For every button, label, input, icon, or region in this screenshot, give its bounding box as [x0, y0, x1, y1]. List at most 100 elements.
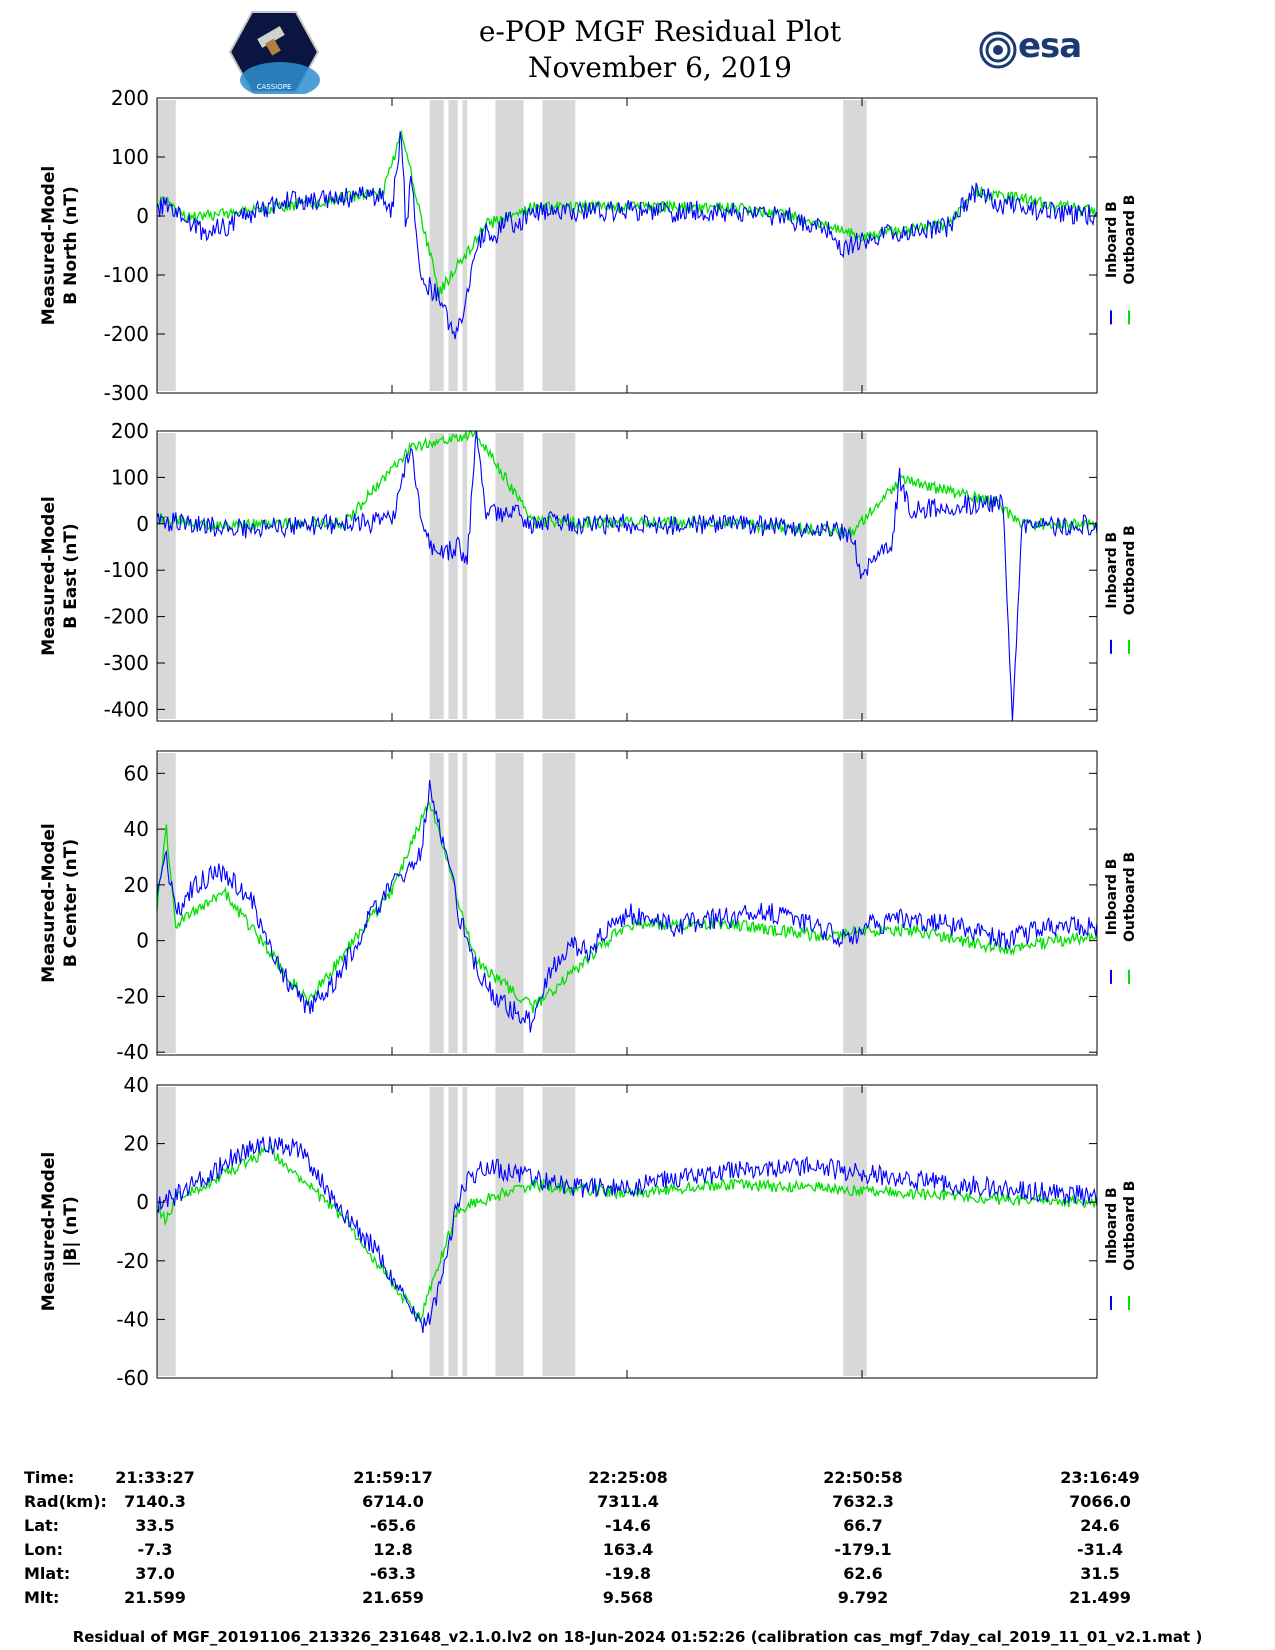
orbit-value: 21:59:17 [353, 1468, 433, 1487]
orbit-value: 33.5 [135, 1516, 175, 1535]
orbit-value: 24.6 [1080, 1516, 1120, 1535]
orbit-value: 9.568 [602, 1588, 654, 1607]
y-tick-label: 60 [124, 761, 149, 785]
y-tick-label: 20 [124, 1132, 149, 1156]
gap-shading-1 [429, 1087, 444, 1376]
orbit-row-label: Lat: [24, 1516, 60, 1535]
orbit-row: Rad(km): 7140.3 6714.0 7311.4 7632.3 7066.0 [0, 1492, 1275, 1514]
orbit-value: 12.8 [373, 1540, 413, 1559]
y-tick-label: 100 [111, 145, 149, 169]
gap-shading-3 [462, 753, 468, 1053]
mission-logo-text: CASSIOPE [257, 83, 292, 91]
y-tick-label: -100 [104, 558, 149, 582]
y-tick-label: -20 [116, 1249, 149, 1273]
gap-shading-6 [843, 1087, 867, 1376]
orbit-value: -65.6 [369, 1516, 417, 1535]
plot-frame [156, 97, 1098, 394]
y-axis-label: B Center (nT) [61, 839, 81, 967]
orbit-value: 7066.0 [1069, 1492, 1131, 1511]
orbit-value: 31.5 [1080, 1564, 1120, 1583]
y-tick-label: 0 [136, 929, 149, 953]
legend-label: Inboard B [1104, 1187, 1120, 1264]
legend-label: Inboard B [1104, 859, 1120, 936]
gap-shading-4 [495, 433, 524, 719]
orbit-row: Mlat: 37.0 -63.3 -19.8 62.6 31.5 [0, 1564, 1275, 1586]
orbit-row: Time: 21:33:27 21:59:17 22:25:08 22:50:58 23:… [0, 1468, 1275, 1490]
orbit-row-label: Mlat: [24, 1564, 71, 1583]
panel-1: 200 100 0 -100 -200 -300 Measured-Model B North… [39, 86, 1138, 405]
y-tick-label: -200 [104, 322, 149, 346]
gap-shading-1 [429, 433, 444, 719]
y-tick-label: 0 [136, 512, 149, 536]
outboard-b-trace-4 [156, 1143, 1098, 1323]
esa-logo-mark [979, 31, 1017, 69]
title-line-1: e-POP MGF Residual Plot [478, 15, 842, 48]
legend-label: Inboard B [1104, 532, 1120, 609]
orbit-value: -19.8 [604, 1564, 652, 1583]
outboard-b-trace-2 [156, 429, 1098, 540]
gap-shading-3 [462, 433, 468, 719]
gap-shading-2 [448, 433, 458, 719]
y-tick-label: 40 [124, 1073, 149, 1097]
y-tick-label: 40 [124, 817, 149, 841]
gap-shading-6 [843, 433, 867, 719]
legend-label: Outboard B [1122, 1181, 1138, 1271]
plot-frame [156, 750, 1098, 1056]
inboard-b-trace-2 [156, 430, 1098, 722]
gap-shading-5 [542, 433, 576, 719]
y-tick-label: 100 [111, 465, 149, 489]
orbit-row: Lat: 33.5 -65.6 -14.6 66.7 24.6 [0, 1516, 1275, 1538]
orbit-row-label: Lon: [24, 1540, 63, 1559]
orbit-value: -31.4 [1076, 1540, 1124, 1559]
gap-shading-6 [843, 100, 867, 391]
y-axis-label: Measured-Model [39, 166, 59, 325]
y-axis-label: |B| (nT) [61, 1196, 81, 1267]
gap-shading-3 [462, 100, 468, 391]
inboard-b-trace-3 [156, 780, 1098, 1033]
legend-label: Outboard B [1122, 525, 1138, 615]
y-tick-label: -300 [104, 381, 149, 405]
gap-shading-5 [542, 1087, 576, 1376]
plot-title: e-POP MGF Residual Plot November 6, 2019 [0, 14, 1275, 86]
esa-logo: esa [978, 26, 1082, 74]
gap-shading-4 [495, 100, 524, 391]
y-tick-label: 200 [111, 419, 149, 443]
inboard-b-trace-1 [156, 131, 1098, 340]
orbit-row: Mlt: 21.599 21.659 9.568 9.792 21.499 [0, 1588, 1275, 1610]
orbit-value: 7311.4 [597, 1492, 659, 1511]
y-axis-label: Measured-Model [39, 1152, 59, 1311]
y-axis-label: B North (nT) [61, 186, 81, 305]
legend-label: Inboard B [1104, 201, 1120, 278]
orbit-row-label: Time: [24, 1468, 75, 1487]
cassiope-mission-logo: CASSIOPE [228, 10, 320, 98]
y-tick-label: -40 [116, 1040, 149, 1064]
plot-frame [156, 430, 1098, 722]
gap-shading-2 [448, 100, 458, 391]
y-tick-label: -400 [104, 697, 149, 721]
gap-shading-4 [495, 1087, 524, 1376]
y-tick-label: -300 [104, 651, 149, 675]
legend-label: Outboard B [1122, 195, 1138, 285]
y-tick-label: 0 [136, 204, 149, 228]
panel-2: 200 100 0 -100 -200 -300 -400 Measured-Model B E… [39, 419, 1138, 722]
orbit-value: 66.7 [843, 1516, 883, 1535]
legend-label: Outboard B [1122, 852, 1138, 942]
gap-shading-0 [157, 433, 176, 719]
outboard-b-trace-3 [156, 800, 1098, 1014]
title-line-2: November 6, 2019 [528, 51, 792, 84]
gap-shading-0 [157, 753, 176, 1053]
orbit-value: 23:16:49 [1060, 1468, 1140, 1487]
footer-caption: Residual of MGF_20191106_213326_231648_v… [72, 1628, 1203, 1646]
gap-shading-5 [542, 753, 576, 1053]
esa-logo-text: esa [1018, 26, 1082, 66]
orbit-value: 7632.3 [832, 1492, 894, 1511]
y-tick-label: 0 [136, 1190, 149, 1214]
orbit-value: -63.3 [369, 1564, 417, 1583]
orbit-info-table: Time: 21:33:27 21:59:17 22:25:08 22:50:58 23:… [0, 1468, 1275, 1628]
gap-shading-3 [462, 1087, 468, 1376]
orbit-value: -179.1 [834, 1540, 892, 1559]
orbit-row-label: Rad(km): [24, 1492, 107, 1511]
orbit-value: 21.599 [124, 1588, 186, 1607]
orbit-row: Lon: -7.3 12.8 163.4 -179.1 -31.4 [0, 1540, 1275, 1562]
